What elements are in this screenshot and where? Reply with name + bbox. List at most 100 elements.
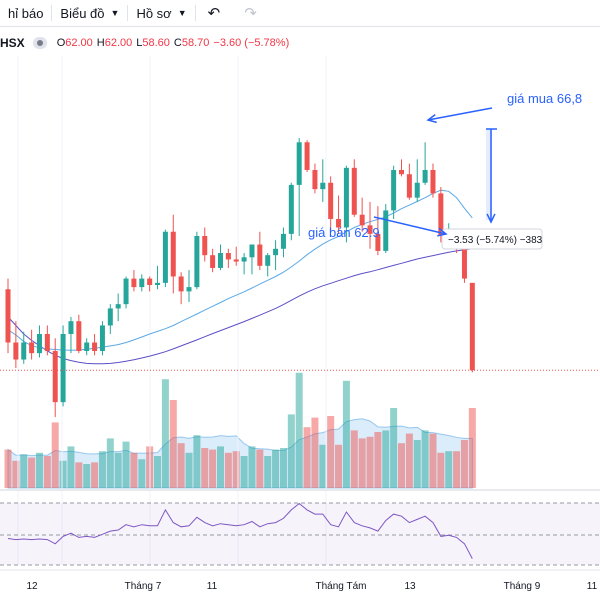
- candle-body: [194, 236, 200, 288]
- candle-body: [383, 210, 389, 251]
- candle-body: [76, 321, 82, 352]
- chevron-down-icon: ▼: [110, 8, 120, 18]
- volume-bar: [248, 446, 256, 488]
- candle-body: [92, 342, 98, 352]
- candle-body: [454, 233, 460, 247]
- candle-body: [367, 225, 373, 234]
- profile-button[interactable]: Hồ sơ ▼: [128, 0, 194, 26]
- measure-range: [486, 129, 492, 220]
- buy-arrow: [427, 107, 493, 121]
- sell-note-text[interactable]: giá bán 62.9: [308, 225, 380, 240]
- candle-body: [162, 231, 168, 283]
- volume-bar: [146, 446, 154, 488]
- volume-bar: [311, 417, 319, 488]
- close-key: C: [173, 37, 182, 49]
- ohlc-legend: HSX O 62.00 H 62.00 L 58.60 C 58.70 −3.60 (−…: [0, 34, 293, 52]
- volume-bar: [327, 416, 335, 488]
- rsi-line: [7, 502, 473, 559]
- close-value: 58.70: [181, 37, 210, 49]
- volume-bar: [264, 456, 272, 488]
- volume-bar: [161, 379, 169, 488]
- volume-bar: [413, 440, 421, 488]
- low-key: L: [136, 37, 143, 49]
- measure-label-box: [441, 228, 543, 250]
- candle-body: [422, 169, 428, 183]
- volume-bar: [106, 438, 114, 488]
- time-tick-label: Tháng 7: [125, 581, 162, 592]
- sell-arrow: [373, 216, 447, 235]
- volume-bar: [51, 422, 59, 488]
- toolbar-divider: [127, 5, 129, 21]
- volume-bar: [390, 408, 398, 488]
- market-status-icon: [32, 37, 47, 49]
- buy-note-text[interactable]: giá mua 66,8: [507, 91, 582, 106]
- indicators-button[interactable]: hỉ báo: [0, 0, 51, 26]
- volume-bar: [295, 372, 303, 488]
- volume-bar: [437, 452, 445, 488]
- indicators-label: hỉ báo: [8, 5, 44, 21]
- candle-body: [351, 167, 357, 215]
- volume-bar: [169, 400, 177, 488]
- volume-bar: [303, 427, 311, 488]
- time-tick-label: Tháng 9: [504, 581, 541, 592]
- volume-bar: [185, 452, 193, 488]
- volume-bar: [122, 441, 130, 488]
- candle-body: [461, 246, 467, 279]
- volume-bar: [382, 430, 390, 488]
- profile-label: Hồ sơ: [136, 5, 172, 21]
- low-value: 58.60: [142, 37, 170, 49]
- undo-icon[interactable]: ↶: [207, 5, 221, 22]
- volume-ma-area: [7, 418, 473, 489]
- volume-bar: [232, 451, 240, 488]
- candle-body: [343, 167, 349, 228]
- volume-bar: [114, 452, 122, 488]
- candle-body: [186, 287, 192, 292]
- candle-body: [36, 333, 42, 354]
- candle-body: [13, 342, 19, 360]
- candle-body: [115, 304, 121, 309]
- volume-bar: [224, 452, 232, 488]
- volume-bar: [256, 449, 264, 488]
- volume-bar: [429, 433, 437, 488]
- candle-body: [296, 142, 302, 185]
- volume-bar: [75, 462, 83, 488]
- buy-arrow-head: [426, 114, 437, 124]
- candle-body: [320, 182, 326, 190]
- candle-body: [21, 342, 27, 360]
- time-tick-label: 11: [587, 581, 598, 592]
- volume-bar: [154, 456, 162, 488]
- candle-body: [68, 321, 74, 334]
- candle-body: [430, 169, 436, 194]
- candle-body: [5, 289, 11, 343]
- candle-body: [210, 255, 216, 268]
- volume-bar: [460, 440, 468, 488]
- chart-type-button[interactable]: Biểu đồ ▼: [52, 0, 127, 26]
- candle-body: [84, 342, 90, 352]
- candle-body: [60, 333, 66, 403]
- volume-bar: [43, 456, 51, 488]
- symbol-label[interactable]: HSX: [0, 36, 25, 50]
- time-tick-label: 12: [26, 581, 38, 592]
- volume-bar: [59, 460, 67, 488]
- candle-body: [225, 253, 231, 260]
- volume-pane: [4, 372, 476, 489]
- sell-arrow-head: [437, 227, 448, 237]
- volume-bar: [12, 460, 20, 488]
- volume-bar: [201, 448, 209, 488]
- volume-bar: [240, 456, 248, 488]
- time-tick-label: 11: [207, 581, 218, 592]
- rsi-pane: [0, 489, 600, 566]
- candle-body: [280, 233, 286, 249]
- volume-bar: [20, 454, 28, 488]
- candle-body: [217, 253, 223, 268]
- volume-bar: [358, 438, 366, 488]
- volume-bar: [28, 457, 36, 488]
- redo-icon[interactable]: ↷: [244, 5, 257, 22]
- candle-body: [99, 325, 105, 352]
- candle-body: [155, 282, 161, 285]
- time-tick-label: 13: [404, 581, 416, 592]
- candle-body: [438, 193, 444, 236]
- candle-body: [233, 259, 239, 262]
- price-pane: [0, 56, 600, 565]
